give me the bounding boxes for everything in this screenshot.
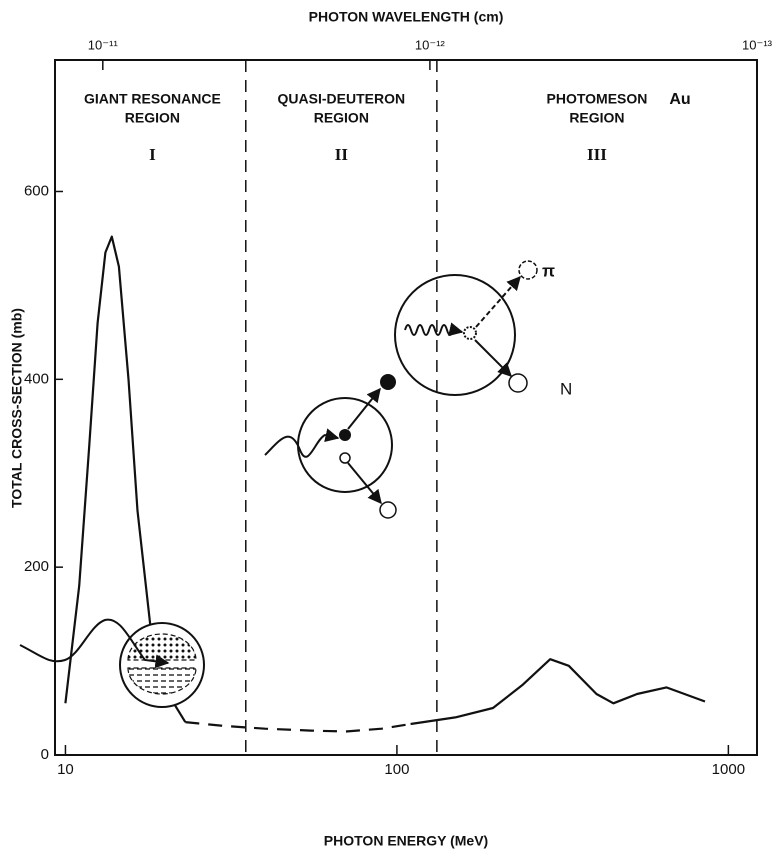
element-label: Au xyxy=(669,91,690,108)
y-tick-label: 200 xyxy=(24,558,49,575)
x2-tick-label: 10⁻¹¹ xyxy=(88,37,119,52)
y-tick-label: 400 xyxy=(24,370,49,387)
nucleon-label: N xyxy=(560,379,572,398)
y-axis-title: TOTAL CROSS-SECTION (mb) xyxy=(9,308,25,508)
region-numeral: II xyxy=(335,145,349,164)
region-label: PHOTOMESON xyxy=(547,91,648,107)
cross-section-curve xyxy=(185,721,411,733)
cross-section-curve xyxy=(410,658,706,726)
x-tick-label: 100 xyxy=(384,761,409,778)
region-label: GIANT RESONANCE xyxy=(84,91,221,107)
region-label: REGION xyxy=(125,110,180,126)
region-label: QUASI-DEUTERON xyxy=(278,91,406,107)
region-label: REGION xyxy=(569,110,624,126)
y-tick-label: 600 xyxy=(24,182,49,199)
y-tick-label: 0 xyxy=(41,746,49,763)
x-axis-title: PHOTON ENERGY (MeV) xyxy=(324,833,488,849)
x-tick-label: 10 xyxy=(57,761,74,778)
region-numeral: I xyxy=(149,145,156,164)
region-label: REGION xyxy=(314,110,369,126)
region-numeral: III xyxy=(587,145,607,164)
x2-tick-label: 10⁻¹³ xyxy=(742,37,773,52)
pion-label: π xyxy=(542,261,555,280)
plot-frame xyxy=(54,59,758,756)
x2-axis-title: PHOTON WAVELENGTH (cm) xyxy=(309,9,504,25)
x-tick-label: 1000 xyxy=(712,761,745,778)
giant-resonance-diagram xyxy=(19,618,205,708)
quasi-deuteron-diagram xyxy=(264,374,397,519)
x2-tick-label: 10⁻¹² xyxy=(415,37,446,52)
photomeson-diagram xyxy=(394,260,538,396)
